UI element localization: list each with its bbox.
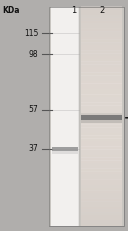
Bar — [81, 179, 122, 182]
Bar — [81, 7, 122, 226]
Bar — [81, 157, 122, 161]
Bar — [81, 220, 122, 224]
Bar — [81, 75, 122, 78]
Bar — [81, 61, 122, 64]
Bar — [81, 193, 122, 196]
Bar — [81, 31, 122, 34]
Bar — [52, 147, 78, 151]
Bar — [81, 50, 122, 54]
Bar — [81, 160, 122, 163]
Bar — [81, 130, 122, 133]
Bar — [81, 108, 122, 111]
Bar — [81, 135, 122, 139]
Bar — [81, 138, 122, 141]
Text: 1: 1 — [71, 6, 76, 15]
Bar — [81, 119, 122, 122]
Bar — [81, 182, 122, 185]
Bar — [81, 89, 122, 92]
Bar — [81, 94, 122, 97]
Bar — [81, 97, 122, 100]
Bar — [81, 53, 122, 56]
Bar — [81, 120, 122, 123]
Bar — [81, 12, 122, 15]
Bar — [81, 163, 122, 166]
Bar — [81, 9, 122, 12]
Text: 37: 37 — [29, 145, 38, 153]
Bar — [81, 190, 122, 194]
Bar — [81, 48, 122, 51]
Bar — [81, 198, 122, 202]
Bar — [81, 188, 122, 191]
Bar — [81, 146, 122, 150]
Bar — [81, 42, 122, 45]
Bar — [81, 113, 122, 117]
Bar — [81, 185, 122, 188]
Bar — [81, 223, 122, 226]
Bar — [49, 7, 124, 226]
Bar — [81, 100, 122, 103]
Bar — [81, 171, 122, 174]
Bar — [81, 207, 122, 210]
Bar — [81, 174, 122, 177]
Bar — [81, 166, 122, 169]
Bar — [81, 113, 122, 115]
Bar — [81, 86, 122, 89]
Bar — [81, 115, 122, 120]
Bar — [52, 151, 78, 154]
Bar — [81, 56, 122, 59]
Bar — [81, 149, 122, 152]
Bar — [81, 125, 122, 128]
Bar — [81, 133, 122, 136]
Bar — [81, 72, 122, 76]
Bar — [81, 210, 122, 213]
Bar — [81, 6, 122, 10]
Text: 2: 2 — [100, 6, 105, 15]
Bar — [81, 18, 122, 21]
Text: 98: 98 — [29, 50, 38, 59]
Bar — [81, 81, 122, 84]
Bar — [81, 64, 122, 67]
Bar — [81, 28, 122, 32]
Bar — [81, 103, 122, 106]
Bar — [81, 26, 122, 29]
Text: KDa: KDa — [3, 6, 20, 15]
Text: 115: 115 — [24, 29, 38, 38]
Bar — [81, 116, 122, 119]
Bar — [81, 91, 122, 95]
Bar — [81, 215, 122, 218]
Bar — [81, 59, 122, 62]
Bar — [81, 39, 122, 43]
Bar — [81, 34, 122, 37]
Bar — [81, 45, 122, 48]
Bar — [81, 155, 122, 158]
Bar — [81, 15, 122, 18]
Bar — [81, 67, 122, 70]
Bar — [81, 168, 122, 171]
Bar — [81, 144, 122, 147]
Bar — [81, 83, 122, 86]
Bar — [81, 152, 122, 155]
Bar — [81, 176, 122, 180]
Bar — [81, 70, 122, 73]
Bar — [81, 212, 122, 215]
Bar — [49, 7, 124, 226]
Bar — [81, 78, 122, 81]
Bar — [81, 218, 122, 221]
Bar — [81, 141, 122, 144]
Bar — [81, 23, 122, 26]
Bar — [81, 127, 122, 130]
Bar — [81, 201, 122, 204]
Bar — [81, 105, 122, 108]
Bar — [81, 196, 122, 199]
Bar — [81, 111, 122, 114]
Bar — [81, 37, 122, 40]
Bar — [81, 122, 122, 125]
Text: 57: 57 — [29, 105, 38, 114]
Bar — [81, 204, 122, 207]
Bar — [81, 20, 122, 23]
Bar — [51, 7, 79, 226]
